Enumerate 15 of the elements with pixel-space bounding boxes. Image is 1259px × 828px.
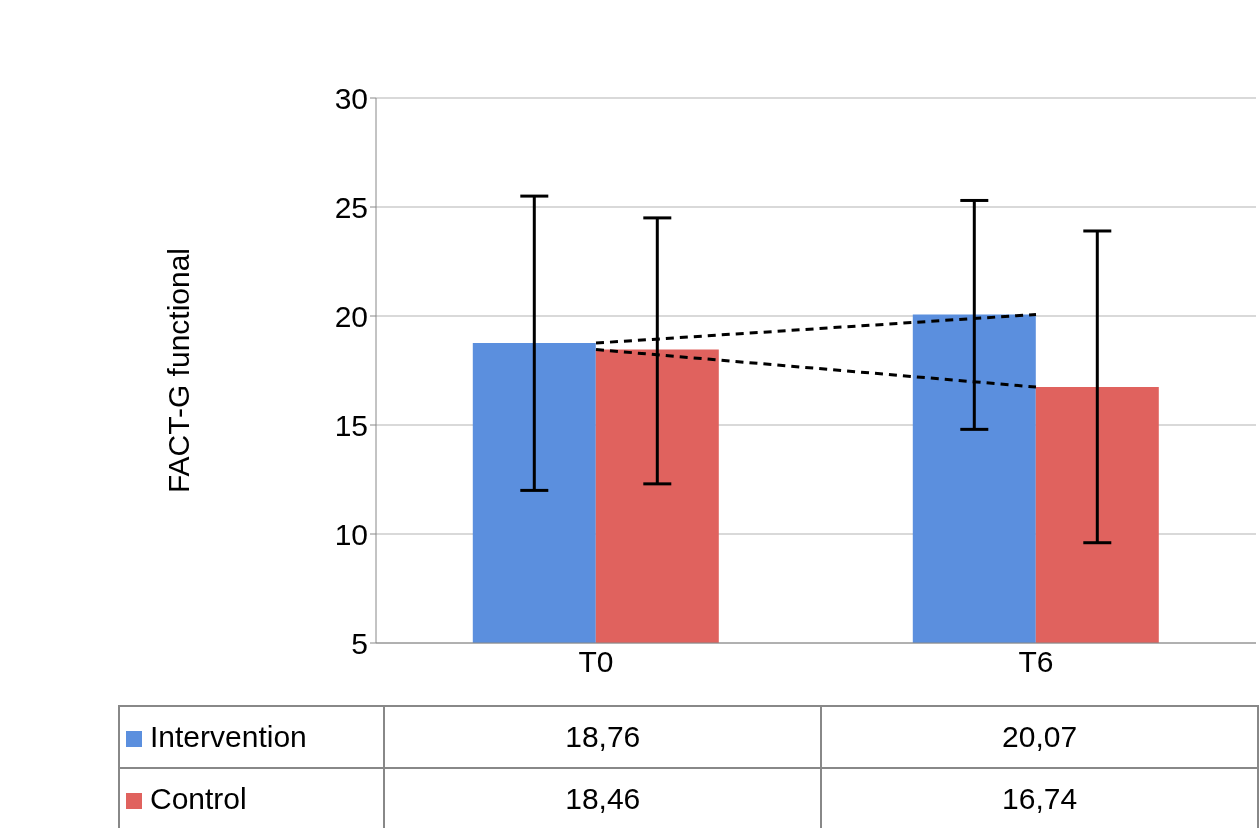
legend-label: Intervention bbox=[119, 706, 385, 768]
data-label: 16,74 bbox=[821, 768, 1258, 828]
y-axis-title: FACT-G functional bbox=[161, 247, 195, 494]
y-tick-label: 20 bbox=[334, 299, 368, 333]
y-tick-label: 5 bbox=[351, 626, 368, 660]
x-tick-label: T6 bbox=[1018, 645, 1054, 679]
y-tick-label: 25 bbox=[334, 190, 368, 224]
data-label: 18,46 bbox=[384, 768, 822, 828]
y-tick-label: 30 bbox=[334, 81, 368, 115]
y-tick-label: 15 bbox=[334, 408, 368, 442]
y-tick-label: 10 bbox=[334, 517, 368, 551]
data-label: 18,76 bbox=[384, 706, 822, 768]
x-tick-label: T0 bbox=[578, 645, 614, 679]
data-label: 20,07 bbox=[821, 706, 1258, 768]
legend-label: Control bbox=[119, 768, 385, 828]
